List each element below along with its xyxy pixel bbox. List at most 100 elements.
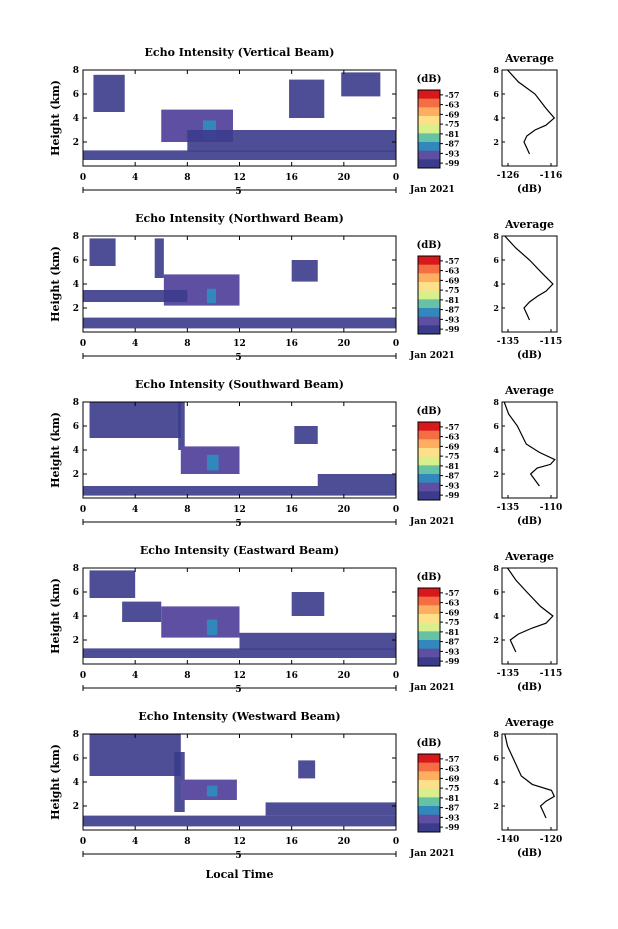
colorbar-tick-label: -81 [445, 295, 459, 305]
colorbar-swatch [418, 596, 440, 606]
colorbar-swatch [418, 316, 440, 326]
panel-1: Echo Intensity (Northward Beam) 2 4 6 8 Heigh… [49, 212, 562, 363]
colorbar-tick-label: -69 [445, 109, 460, 119]
x-tick-label: 12 [233, 837, 246, 847]
echo-region [239, 632, 396, 650]
colorbar-swatch [418, 256, 440, 266]
y-axis-label: Height (km) [49, 412, 62, 488]
y-tick-label: 4 [73, 280, 79, 290]
colorbar-frame [417, 587, 441, 667]
echo-region [83, 815, 396, 827]
profile-y-tick-label: 8 [493, 65, 499, 75]
x-tick-label: 16 [285, 837, 298, 847]
x-tick-label: 8 [184, 671, 190, 681]
profile-x-label: (dB) [517, 848, 542, 859]
y-tick-label: 2 [73, 636, 79, 646]
colorbar-tick-label: -87 [445, 139, 459, 149]
profile-y-tick-label: 8 [493, 397, 499, 407]
echo-region [89, 734, 181, 776]
colorbar-tick-label: -87 [445, 471, 459, 481]
y-tick-label: 8 [73, 66, 79, 76]
y-tick-label: 6 [73, 422, 79, 432]
x-tick-label: 16 [285, 339, 298, 349]
colorbar-swatch [418, 142, 440, 152]
colorbar-swatch [418, 430, 440, 440]
echo-region [83, 317, 396, 329]
y-tick-label: 2 [73, 802, 79, 812]
profile-y-tick-label: 2 [493, 801, 499, 811]
colorbar-swatch [418, 282, 440, 292]
y-tick-label: 2 [73, 138, 79, 148]
profile-y-tick-label: 2 [493, 469, 499, 479]
profile-x-tick-label: -116 [540, 171, 563, 181]
profile-y-tick-label: 4 [493, 445, 499, 455]
colorbar-tick-label: -81 [445, 627, 459, 637]
profile-title: Average [504, 550, 554, 563]
echo-region [294, 426, 318, 444]
date-label: Jan 2021 [409, 517, 455, 527]
y-tick-label: 6 [73, 256, 79, 266]
profile-x-label: (dB) [517, 682, 542, 693]
colorbar-tick-label: -99 [445, 822, 460, 832]
y-tick-label: 4 [73, 114, 79, 124]
colorbar-swatch [418, 133, 440, 143]
profile-x-tick-label: -140 [497, 835, 520, 845]
x-tick-label: 4 [132, 671, 138, 681]
colorbar-tick-label: -69 [445, 773, 460, 783]
profile-line [507, 567, 554, 653]
profile-y-tick-label: 2 [493, 303, 499, 313]
x-tick-label: 8 [184, 505, 190, 515]
profile-title: Average [504, 384, 554, 397]
profile-y-tick-label: 6 [493, 753, 499, 763]
profile-title: Average [504, 716, 554, 729]
profile-y-tick-label: 8 [493, 563, 499, 573]
x-tick-label: 16 [285, 505, 298, 515]
profile-title: Average [504, 52, 554, 65]
colorbar-swatch [418, 90, 440, 100]
colorbar-swatch [418, 264, 440, 274]
colorbar-swatch [418, 771, 440, 781]
y-tick-label: 6 [73, 754, 79, 764]
colorbar-swatch [418, 150, 440, 160]
y-axis-label: Height (km) [49, 246, 62, 322]
date-label: Jan 2021 [409, 185, 455, 195]
echo-region [93, 74, 125, 112]
echo-region [206, 454, 219, 471]
x-tick-label: 8 [184, 837, 190, 847]
echo-region [89, 238, 116, 266]
profile-y-tick-label: 4 [493, 279, 499, 289]
colorbar-tick-label: -69 [445, 275, 460, 285]
profile-x-tick-label: -135 [497, 669, 520, 679]
colorbar-tick-label: -93 [445, 148, 460, 158]
colorbar-tick-label: -57 [445, 588, 459, 598]
y-tick-label: 6 [73, 588, 79, 598]
profile-x-tick-label: -110 [540, 503, 563, 513]
echo-region [187, 130, 396, 152]
colorbar-tick-label: -75 [445, 783, 459, 793]
x-tick-label: 20 [338, 837, 351, 847]
colorbar-tick-label: -99 [445, 158, 460, 168]
profile-frame [501, 235, 558, 333]
x-tick-label: 8 [184, 173, 190, 183]
x-tick-label: 0 [393, 837, 399, 847]
colorbar-tick-label: -63 [445, 764, 460, 774]
echo-region [298, 760, 316, 779]
colorbar-tick-label: -75 [445, 617, 459, 627]
panel-3: Echo Intensity (Eastward Beam) 2 4 6 8 Height… [49, 544, 562, 695]
colorbar-tick-label: -69 [445, 441, 460, 451]
colorbar-unit: (dB) [417, 240, 442, 251]
echo-region [265, 802, 396, 816]
profile-x-label: (dB) [517, 516, 542, 527]
colorbar-tick-label: -87 [445, 637, 459, 647]
panel-title: Echo Intensity (Westward Beam) [138, 710, 340, 723]
x-tick-label: 0 [393, 505, 399, 515]
profile-line [507, 69, 556, 155]
y-axis-label: Height (km) [49, 744, 62, 820]
x-tick-label: 0 [80, 837, 86, 847]
colorbar-tick-label: -75 [445, 451, 459, 461]
x-tick-label: 0 [80, 505, 86, 515]
y-tick-label: 2 [73, 470, 79, 480]
colorbar-swatch [418, 622, 440, 632]
echo-region [206, 619, 218, 636]
x-tick-label: 0 [80, 173, 86, 183]
